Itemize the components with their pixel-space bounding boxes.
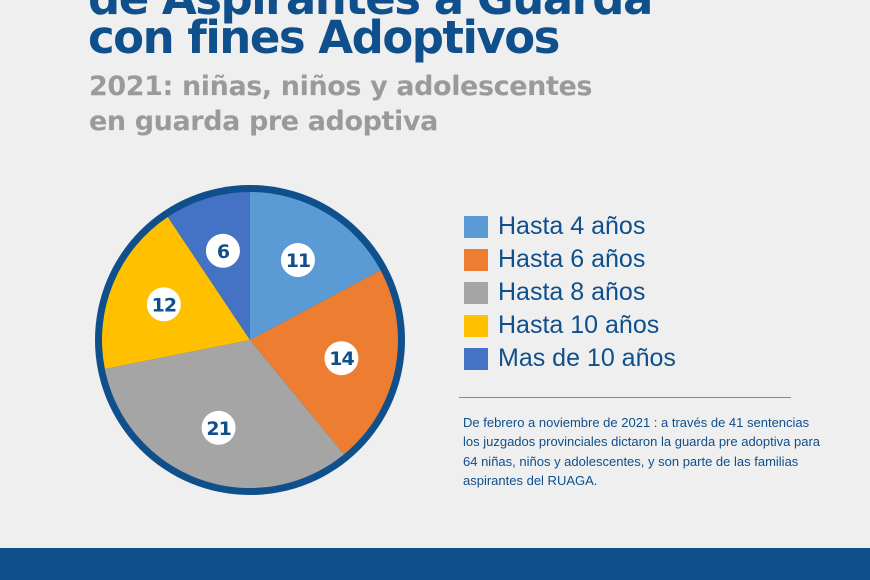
pie-data-label: 14 [329, 348, 354, 370]
legend-label: Hasta 6 años [498, 245, 646, 273]
pie-label-badge [201, 410, 236, 445]
pie-data-labels: 11 14 21 12 6 [146, 233, 359, 445]
legend-item-hasta-8-anos: Hasta 8 años [464, 276, 676, 309]
pie-slices [102, 192, 399, 488]
legend-item-hasta-6-anos: Hasta 6 años [464, 243, 676, 276]
footer-bar [0, 548, 870, 580]
chart-subtitle-line-1: 2021: niñas, niños y adolescentes [89, 71, 593, 102]
pie-slice-hasta-4-anos [250, 192, 381, 340]
legend-swatch [464, 314, 488, 337]
pie-data-label: 6 [217, 241, 230, 263]
divider [459, 397, 791, 398]
legend-swatch [464, 347, 488, 370]
legend-swatch [464, 215, 488, 238]
chart-subtitle: 2021: niñas, niños y adolescentes en gua… [89, 69, 592, 139]
legend-label: Hasta 8 años [498, 278, 646, 306]
pie-data-label: 21 [206, 418, 230, 440]
pie-label-badge [280, 243, 315, 278]
pie-slice-mas-de-10-anos [167, 192, 250, 340]
legend-swatch [464, 248, 488, 271]
pie-chart: 11 14 21 12 6 [95, 185, 405, 495]
chart-subtitle-line-2: en guarda pre adoptiva [89, 106, 438, 137]
legend-swatch [464, 281, 488, 304]
pie-label-badge [324, 341, 359, 376]
legend-label: Mas de 10 años [498, 344, 676, 372]
chart-legend: Hasta 4 años Hasta 6 años Hasta 8 años Hast… [464, 210, 676, 375]
page-title-line-2: con fines Adoptivos [88, 11, 560, 64]
legend-item-hasta-4-anos: Hasta 4 años [464, 210, 676, 243]
pie-label-badge [146, 287, 181, 322]
legend-label: Hasta 10 años [498, 311, 660, 339]
pie-label-badge [205, 233, 240, 268]
legend-item-hasta-10-anos: Hasta 10 años [464, 309, 676, 342]
footnote-text: De febrero a noviembre de 2021 : a travé… [463, 415, 820, 489]
pie-data-label: 11 [286, 250, 310, 272]
pie-data-label: 12 [152, 294, 176, 316]
page-title-line-1: de Aspirantes a Guarda [88, 0, 653, 21]
pie-slice-hasta-6-anos [250, 270, 399, 455]
legend-label: Hasta 4 años [498, 212, 646, 240]
legend-item-mas-de-10-anos: Mas de 10 años [464, 342, 676, 375]
